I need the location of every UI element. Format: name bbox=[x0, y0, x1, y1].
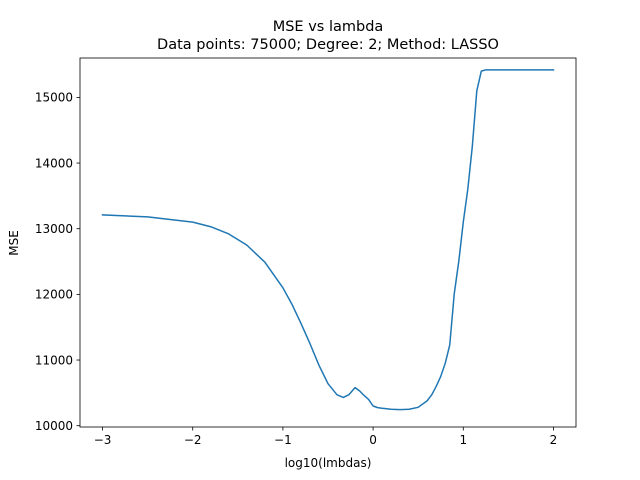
chart-subtitle: Data points: 75000; Degree: 2; Method: L… bbox=[157, 37, 499, 53]
x-tick-label: 2 bbox=[550, 433, 558, 447]
x-tick-label: −3 bbox=[94, 433, 112, 447]
axes-frame bbox=[79, 57, 577, 428]
x-axis-ticks: −3 −2 −1 0 1 2 bbox=[94, 427, 558, 447]
y-axis-label: MSE bbox=[7, 230, 21, 256]
x-axis-label: log10(lmbdas) bbox=[285, 456, 372, 470]
y-tick-label: 14000 bbox=[35, 156, 73, 170]
x-tick-label: −2 bbox=[184, 433, 202, 447]
y-tick-label: 10000 bbox=[35, 419, 73, 433]
data-layer bbox=[101, 69, 555, 411]
x-tick-label: −1 bbox=[274, 433, 292, 447]
series-line-0 bbox=[101, 69, 555, 411]
plot-area bbox=[79, 57, 577, 428]
y-tick-label: 15000 bbox=[35, 91, 73, 105]
chart-title: MSE vs lambda bbox=[273, 19, 384, 35]
y-tick-label: 11000 bbox=[35, 353, 73, 367]
y-axis-ticks: 10000 11000 12000 13000 14000 15000 bbox=[35, 91, 80, 433]
y-tick-label: 12000 bbox=[35, 288, 73, 302]
y-tick-label: 13000 bbox=[35, 222, 73, 236]
x-tick-label: 1 bbox=[459, 433, 467, 447]
x-tick-label: 0 bbox=[369, 433, 377, 447]
